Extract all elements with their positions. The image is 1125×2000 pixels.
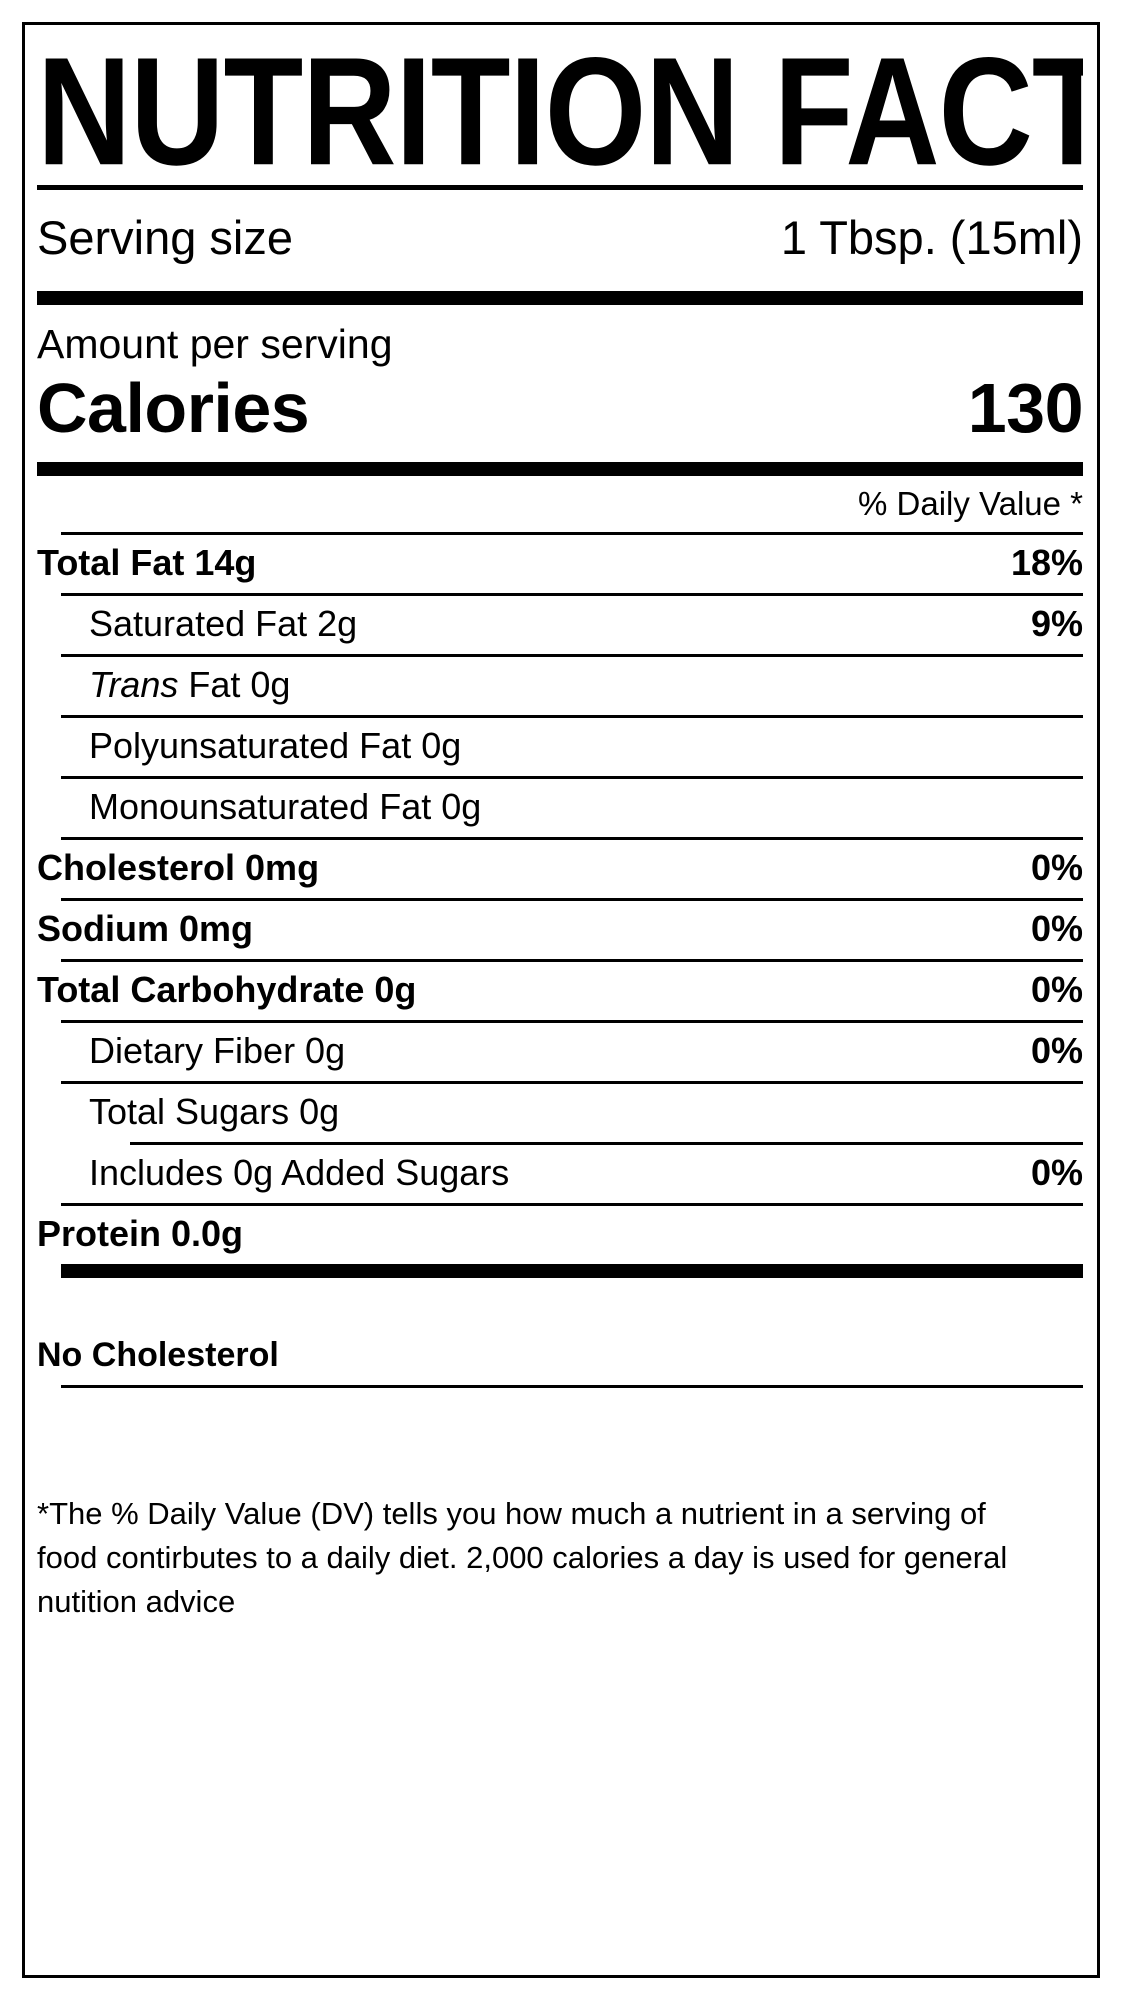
nutrient-name: Total Carbohydrate 0g bbox=[37, 969, 417, 1010]
divider bbox=[61, 654, 1083, 657]
calories-row: Calories 130 bbox=[37, 368, 1084, 462]
table-row: Trans Fat 0g bbox=[37, 657, 1083, 715]
nutrient-name: Cholesterol 0mg bbox=[37, 847, 320, 888]
nutrient-daily-value: 0% bbox=[1030, 847, 1083, 888]
table-row: Monounsaturated Fat 0g bbox=[37, 779, 1083, 837]
nutrient-daily-value: 9% bbox=[1030, 603, 1083, 644]
nutrient-name: Total Fat 14g bbox=[37, 542, 257, 583]
serving-size-value: 1 Tbsp. (15ml) bbox=[780, 211, 1083, 264]
nutrient-daily-value: 18% bbox=[1010, 542, 1083, 583]
nutrient-name: Total Sugars 0g bbox=[89, 1091, 340, 1132]
table-row: Total Fat 14g 18% bbox=[37, 535, 1083, 593]
divider-under-dv-header bbox=[61, 532, 1083, 535]
nutrient-daily-value: 0% bbox=[1030, 1152, 1083, 1193]
divider-thick-after-calories bbox=[37, 462, 1083, 476]
daily-value-footnote: *The % Daily Value (DV) tells you how mu… bbox=[37, 1496, 1008, 1620]
nutrient-table: Total Fat 14g 18% Saturated Fat 2g 9% Trans … bbox=[37, 535, 1083, 1206]
daily-value-header: % Daily Value * bbox=[858, 485, 1083, 522]
divider bbox=[130, 1142, 1083, 1145]
table-row-protein: Protein 0.0g bbox=[37, 1206, 1083, 1264]
table-row: Cholesterol 0mg 0% bbox=[37, 840, 1083, 898]
amount-per-serving-label: Amount per serving bbox=[37, 321, 393, 367]
calories-value: 130 bbox=[967, 369, 1084, 447]
table-row: Total Sugars 0g bbox=[37, 1084, 1083, 1142]
nutrient-name-italic: Trans bbox=[89, 664, 179, 705]
divider bbox=[61, 776, 1083, 779]
divider bbox=[61, 593, 1083, 596]
calories-label: Calories bbox=[37, 369, 310, 447]
table-row: Total Carbohydrate 0g 0% bbox=[37, 962, 1083, 1020]
nutrient-claim: No Cholesterol bbox=[37, 1336, 279, 1374]
divider bbox=[61, 1081, 1083, 1084]
nutrient-name: Saturated Fat 2g bbox=[89, 603, 358, 644]
divider bbox=[61, 1203, 1083, 1206]
nutrient-name: Dietary Fiber 0g bbox=[89, 1030, 346, 1071]
serving-size-label: Serving size bbox=[37, 211, 293, 264]
label-title-container: NUTRITION FACTS bbox=[37, 25, 1083, 185]
divider bbox=[61, 959, 1083, 962]
protein-label: Protein 0.0g bbox=[37, 1213, 244, 1254]
table-row: Includes 0g Added Sugars 0% bbox=[37, 1145, 1083, 1203]
nutrient-name: Sodium 0mg bbox=[37, 908, 254, 949]
page-title: NUTRITION FACTS bbox=[37, 26, 1083, 185]
nutrient-name: Monounsaturated Fat 0g bbox=[89, 786, 482, 827]
nutrient-name: Trans Fat 0g bbox=[89, 664, 291, 705]
table-row: Saturated Fat 2g 9% bbox=[37, 596, 1083, 654]
divider-under-title bbox=[37, 185, 1083, 190]
nutrient-daily-value: 0% bbox=[1030, 1030, 1083, 1071]
table-row: Dietary Fiber 0g 0% bbox=[37, 1023, 1083, 1081]
serving-size-row: Serving size 1 Tbsp. (15ml) bbox=[37, 190, 1083, 291]
nutrition-facts-label: NUTRITION FACTS Serving size 1 Tbsp. (15… bbox=[22, 22, 1100, 1978]
nutrient-daily-value: 0% bbox=[1030, 969, 1083, 1010]
nutrient-name: Includes 0g Added Sugars bbox=[89, 1152, 510, 1193]
table-row: Polyunsaturated Fat 0g bbox=[37, 718, 1083, 776]
divider bbox=[61, 898, 1083, 901]
divider-thick-after-protein bbox=[61, 1264, 1083, 1278]
table-row: Sodium 0mg 0% bbox=[37, 901, 1083, 959]
divider-thick-after-serving bbox=[37, 291, 1083, 305]
nutrient-daily-value: 0% bbox=[1030, 908, 1083, 949]
divider bbox=[61, 1020, 1083, 1023]
divider bbox=[61, 715, 1083, 718]
divider-under-claim bbox=[61, 1385, 1083, 1388]
divider bbox=[61, 837, 1083, 840]
nutrient-name: Polyunsaturated Fat 0g bbox=[89, 725, 462, 766]
